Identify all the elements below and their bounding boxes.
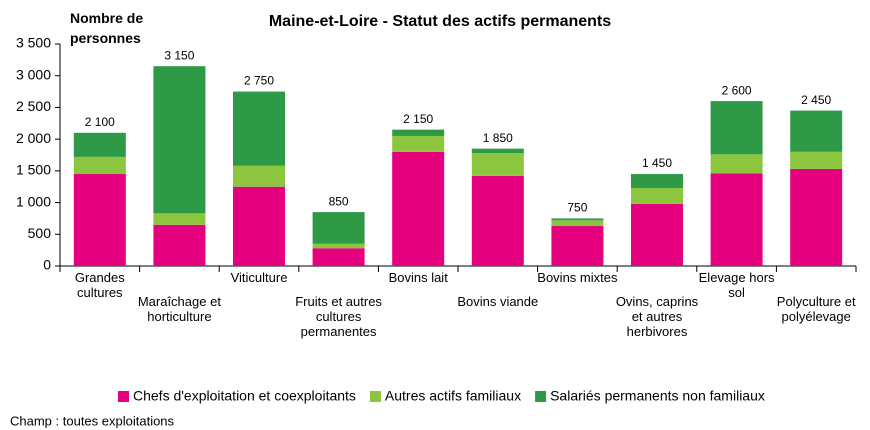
bar-segment	[551, 218, 604, 221]
legend-swatch	[118, 391, 129, 402]
bar-segment	[551, 226, 604, 266]
y-tick-label: 2 500	[16, 98, 51, 114]
x-tick-label: Fruits et autres cultures permanentes	[295, 294, 382, 339]
x-tick-label: Bovins mixtes	[537, 270, 618, 285]
x-tick-label: Grandes cultures	[74, 270, 125, 300]
legend-label: Salariés permanents non familiaux	[550, 388, 765, 404]
bar-segment	[73, 132, 126, 157]
x-tick-label: Viticulture	[230, 270, 288, 285]
bar-segment	[233, 91, 285, 166]
x-tick-label: Ovins, caprins et autres herbivores	[615, 294, 699, 339]
bar-segment	[631, 203, 683, 266]
bar-segment	[471, 153, 524, 176]
total-label: 2 150	[403, 112, 433, 126]
bar-segment	[710, 154, 763, 174]
bar-segment	[710, 173, 763, 266]
bar-segment	[471, 175, 524, 266]
total-label: 2 750	[244, 74, 274, 88]
bar-segment	[392, 129, 445, 136]
total-label: 1 450	[642, 156, 672, 170]
y-tick-label: 2 000	[16, 130, 51, 146]
y-tick-label: 1 000	[16, 193, 51, 209]
bar-segment	[392, 151, 445, 266]
bar-segment	[233, 165, 285, 187]
total-label: 850	[329, 194, 349, 208]
bar-segment	[710, 101, 763, 155]
bar-segment	[631, 187, 683, 204]
legend-swatch	[369, 391, 381, 402]
bar-segment	[153, 224, 206, 266]
legend-swatch	[535, 391, 547, 402]
bar-segment	[790, 168, 843, 266]
bar-segment	[551, 220, 604, 227]
total-label: 2 100	[85, 115, 115, 129]
y-tick-label: 3 000	[16, 66, 51, 82]
bar-segment	[471, 148, 524, 154]
bar-segment	[73, 174, 126, 266]
x-tick-label: Polyculture et polyélevage	[776, 294, 856, 324]
x-tick-label: Maraîchage et horticulture	[137, 294, 221, 324]
total-label: 2 450	[801, 93, 831, 107]
bar-segment	[312, 248, 365, 266]
y-axis-label: Nombre de personnes	[70, 10, 144, 46]
footnote: Champ : toutes exploitations	[10, 413, 175, 428]
bar-segment	[73, 156, 126, 175]
y-tick-label: 3 500	[16, 35, 51, 51]
total-label: 1 850	[483, 131, 513, 145]
x-tick-label: Bovins viande	[457, 294, 539, 309]
chart-title: Maine-et-Loire - Statut des actifs perma…	[269, 13, 611, 30]
bar-segment	[631, 174, 683, 188]
total-label: 3 150	[164, 48, 194, 62]
bar-segment	[790, 151, 843, 169]
x-tick-label: Bovins lait	[388, 270, 448, 285]
bar-segment	[233, 186, 285, 266]
legend-label: Autres actifs familiaux	[385, 388, 521, 404]
y-tick-label: 1 500	[16, 162, 51, 178]
y-tick-label: 0	[43, 257, 51, 273]
x-tick-label: Elevage hors sol	[698, 270, 775, 300]
bar-segment	[153, 66, 206, 214]
total-label: 2 600	[722, 83, 752, 97]
bar-segment	[392, 135, 445, 152]
bar-segment	[312, 212, 365, 244]
bar-segment	[153, 213, 206, 225]
legend-label: Chefs d'exploitation et coexploitants	[133, 388, 356, 404]
total-label: 750	[567, 201, 587, 215]
y-tick-label: 500	[28, 225, 52, 241]
bar-segment	[312, 243, 365, 249]
bar-segment	[790, 110, 843, 152]
